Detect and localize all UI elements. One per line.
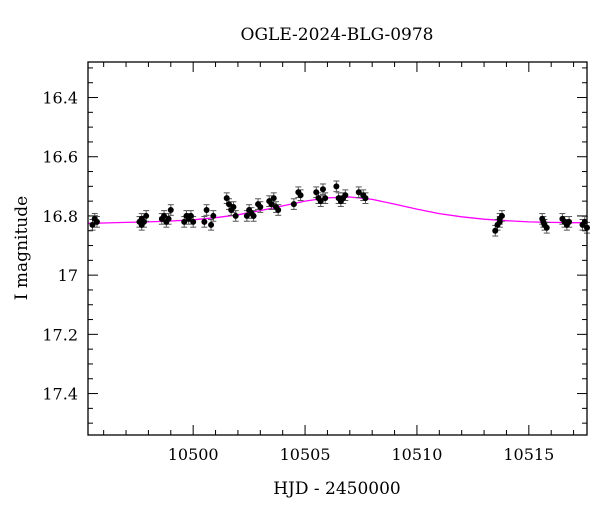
y-tick-label: 16.4 xyxy=(42,89,78,108)
data-point xyxy=(319,186,326,193)
data-point xyxy=(208,221,215,228)
data-point xyxy=(165,215,172,222)
data-point xyxy=(143,212,150,219)
y-tick-label: 17.4 xyxy=(42,385,78,404)
x-tick-label: 10500 xyxy=(168,445,219,464)
plot-frame xyxy=(87,61,588,436)
data-point xyxy=(317,198,324,205)
data-point xyxy=(268,201,275,208)
data-point xyxy=(223,195,230,202)
data-point xyxy=(230,204,237,211)
data-points xyxy=(89,183,590,234)
data-point xyxy=(313,189,320,196)
data-point xyxy=(232,212,239,219)
data-point xyxy=(355,189,362,196)
data-point xyxy=(566,218,573,225)
data-point xyxy=(187,212,194,219)
data-point xyxy=(581,218,588,225)
x-tick-labels: 10500 10505 10510 10515 xyxy=(168,445,555,464)
data-point xyxy=(322,195,329,202)
chart-title: OGLE-2024-BLG-0978 xyxy=(241,25,434,45)
data-point xyxy=(201,218,208,225)
data-point xyxy=(203,207,210,214)
x-tick-label: 10515 xyxy=(503,445,554,464)
data-point xyxy=(342,192,349,199)
y-axis-label: I magnitude xyxy=(12,196,32,300)
y-tick-label: 17.2 xyxy=(42,325,78,344)
data-point xyxy=(275,207,282,214)
data-point xyxy=(257,204,264,211)
data-point xyxy=(250,212,257,219)
data-point xyxy=(225,201,232,208)
data-point xyxy=(362,195,369,202)
data-point xyxy=(543,224,550,231)
data-point xyxy=(138,221,145,228)
data-point xyxy=(243,212,250,219)
x-axis-label: HJD - 2450000 xyxy=(273,479,401,499)
data-point xyxy=(290,201,297,208)
y-tick-label: 17 xyxy=(58,266,78,285)
data-point xyxy=(540,218,547,225)
data-point xyxy=(496,215,503,222)
y-tick-label: 16.6 xyxy=(42,148,78,167)
data-point xyxy=(93,218,100,225)
data-point xyxy=(161,212,168,219)
axis-ticks xyxy=(88,62,587,435)
error-bars xyxy=(89,180,590,237)
data-point xyxy=(492,227,499,234)
data-point xyxy=(270,195,277,202)
y-tick-label: 16.8 xyxy=(42,207,78,226)
data-point xyxy=(181,218,188,225)
x-tick-label: 10505 xyxy=(280,445,331,464)
data-point xyxy=(297,192,304,199)
data-point xyxy=(89,221,96,228)
data-point xyxy=(333,183,340,190)
x-tick-label: 10510 xyxy=(391,445,442,464)
data-point xyxy=(167,207,174,214)
data-point xyxy=(190,218,197,225)
y-tick-labels: 16.4 16.6 16.8 17 17.2 17.4 xyxy=(42,89,78,404)
data-point xyxy=(210,212,217,219)
